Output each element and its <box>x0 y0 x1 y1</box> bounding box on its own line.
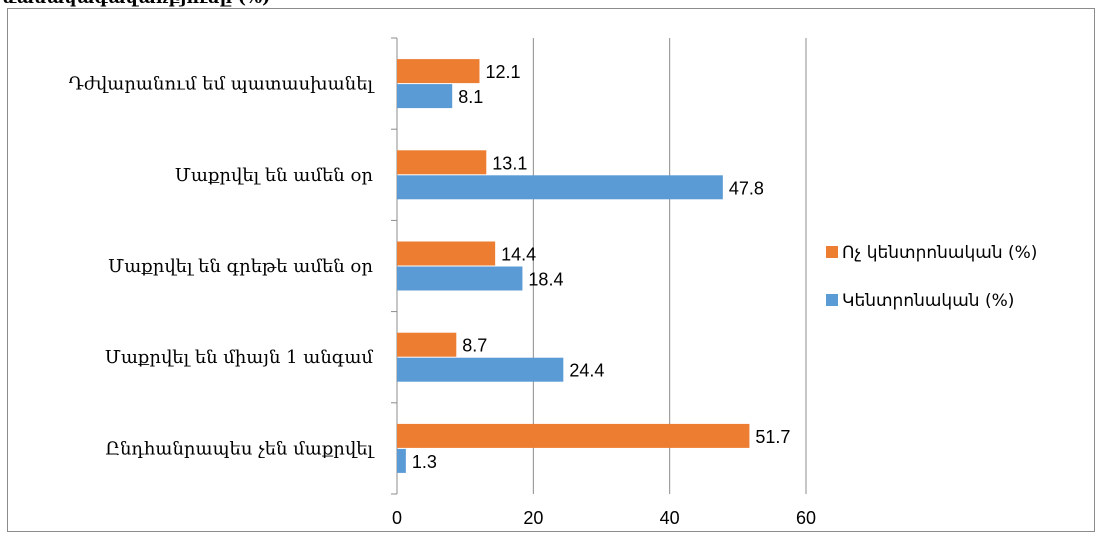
category-label: Մաքրվել են միայն 1 անգամ <box>105 347 374 368</box>
category-label: Մաքրվել են գրեթե ամեն օր <box>108 256 373 277</box>
legend-label: Ոչ կենտրոնական (%) <box>842 243 1037 263</box>
x-tick-label: 40 <box>660 508 680 528</box>
x-tick-label: 20 <box>523 508 543 528</box>
bar <box>397 448 406 473</box>
bar <box>397 357 564 382</box>
data-label: 51.7 <box>755 427 790 447</box>
bar <box>397 241 496 266</box>
data-label: 47.8 <box>729 178 764 198</box>
data-label: 8.1 <box>458 87 483 107</box>
data-label: 14.4 <box>501 245 536 265</box>
bar <box>397 423 750 448</box>
data-label: 24.4 <box>569 361 604 381</box>
bar <box>397 84 453 109</box>
data-label: 12.1 <box>485 62 520 82</box>
data-label: 1.3 <box>412 452 437 472</box>
chart-title-cut: ևանակագավառբյունը (%) <box>2 0 270 8</box>
bar <box>397 332 457 357</box>
data-label: 8.7 <box>462 336 487 356</box>
category-label: Մաքրվել են ամեն օր <box>175 165 374 186</box>
bar <box>397 59 480 84</box>
bar <box>397 266 523 291</box>
bar <box>397 175 723 200</box>
bar <box>397 150 487 175</box>
x-tick-label: 60 <box>796 508 816 528</box>
data-label: 13.1 <box>492 153 527 173</box>
category-label: Դժվարանում եմ պատասխանել <box>69 74 376 95</box>
data-label: 18.4 <box>528 270 563 290</box>
legend-swatch <box>826 294 838 306</box>
category-label: Ընդհանրապես չեն մաքրվել <box>105 438 375 459</box>
legend-swatch <box>826 246 838 258</box>
legend-label: Կենտրոնական (%) <box>842 291 1014 311</box>
x-tick-label: 0 <box>392 508 402 528</box>
